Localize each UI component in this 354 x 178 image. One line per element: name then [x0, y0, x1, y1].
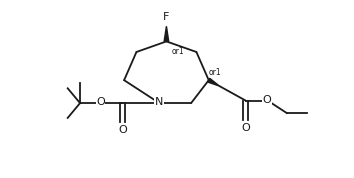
Text: or1: or1 — [209, 68, 221, 77]
Text: O: O — [263, 95, 271, 105]
Text: O: O — [241, 123, 250, 133]
Text: O: O — [96, 97, 105, 107]
Text: N: N — [155, 97, 164, 107]
Text: O: O — [118, 125, 127, 135]
Text: or1: or1 — [172, 48, 184, 56]
Polygon shape — [208, 78, 219, 86]
Polygon shape — [164, 26, 169, 41]
Text: F: F — [163, 12, 170, 22]
